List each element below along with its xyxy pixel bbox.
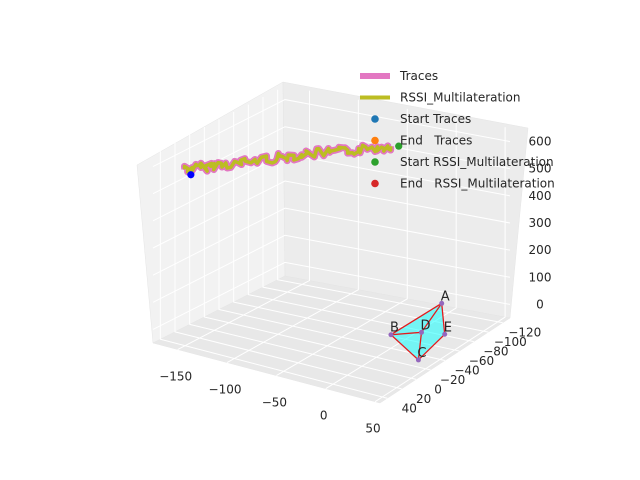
anchor-point (415, 357, 421, 363)
z-tick-label: 300 (529, 216, 552, 230)
anchor-edge-EA (441, 303, 446, 335)
start-rssi-marker (395, 142, 403, 150)
legend: Traces RSSI_Multilateration Start Traces En… (360, 69, 555, 191)
anchor-edge-DA (420, 302, 443, 333)
x-tick-label: −150 (159, 370, 192, 384)
z-tick-label: 0 (536, 297, 544, 311)
z-tick-label: 400 (529, 189, 552, 203)
anchor-label: B (390, 321, 399, 336)
anchor-label: A (441, 289, 450, 304)
z-tick-label: 100 (529, 270, 552, 284)
grid-line-y (247, 104, 474, 343)
anchor-edge-CE (417, 333, 446, 361)
anchor-point (388, 332, 394, 338)
y-tick-label: 20 (416, 392, 431, 406)
grid-line-x (276, 108, 408, 377)
anchor-label: D (420, 318, 430, 333)
grid-line-y (174, 141, 402, 390)
y-tick-label: −80 (483, 345, 508, 359)
anchor-edge-AB (390, 302, 443, 336)
y-tick-label: 0 (434, 382, 442, 396)
rssi-line (182, 143, 393, 174)
grid-line-y (218, 119, 446, 361)
grid-line-z (152, 234, 511, 303)
y-tick-label: −40 (454, 364, 479, 378)
grid-line-x (325, 117, 457, 390)
grid-line-z (152, 207, 511, 276)
legend-entry-label: Traces (399, 69, 438, 83)
legend-swatch-point (371, 115, 379, 123)
y-tick-label: −100 (494, 335, 527, 349)
anchor-label: E (444, 320, 452, 335)
legend-swatch-point (371, 136, 379, 145)
anchor-edge-DC (417, 332, 423, 360)
grid-line-z (152, 180, 511, 249)
x-tick-label: −50 (262, 396, 287, 410)
start-traces-marker (187, 171, 195, 179)
grid-line-z (152, 99, 511, 168)
grid-line-y (159, 149, 388, 399)
grid-line-x (226, 99, 359, 364)
grid-line-y (189, 134, 417, 380)
x-tick-label: −100 (209, 383, 242, 397)
legend-swatch-point (371, 179, 379, 188)
x-tick-label: 50 (365, 422, 380, 436)
pane-floor (152, 275, 511, 404)
anchor-point (439, 300, 445, 306)
anchor-label: C (417, 346, 426, 361)
anchor-polygon: A B CD E (388, 289, 452, 363)
tick-labels: −150−100−50050−120−100−80−60−40−20020400… (159, 135, 551, 436)
grid-line-x (374, 127, 506, 403)
grid-line-y (203, 126, 431, 371)
legend-entry-label: Start Traces (400, 112, 471, 126)
y-tick-label: −120 (508, 326, 541, 340)
anchor-point (442, 331, 448, 337)
legend-entry-label: RSSI_Multilateration (400, 91, 521, 105)
z-tick-label: 600 (529, 135, 552, 149)
grid-line-z (152, 261, 511, 330)
legend-swatch-point (371, 158, 379, 166)
trace-layer (180, 141, 403, 179)
y-tick-label: −20 (440, 373, 465, 387)
z-tick-label: 500 (529, 162, 552, 176)
anchor-point (418, 329, 424, 335)
grid-line-y (233, 112, 460, 352)
y-tick-label: −60 (469, 354, 494, 368)
x-tick-label: 0 (320, 409, 328, 423)
anchor-edge-BD (390, 331, 422, 336)
y-tick-label: 40 (402, 401, 417, 415)
anchor-edge-BC (390, 334, 419, 361)
legend-entry-label: End Traces (400, 134, 472, 148)
legend-entry-label: End RSSI_Multilateration (400, 177, 555, 191)
grid-line-z (152, 126, 511, 195)
z-tick-label: 200 (529, 243, 552, 257)
legend-entry-label: Start RSSI_Multilateration (400, 155, 554, 169)
